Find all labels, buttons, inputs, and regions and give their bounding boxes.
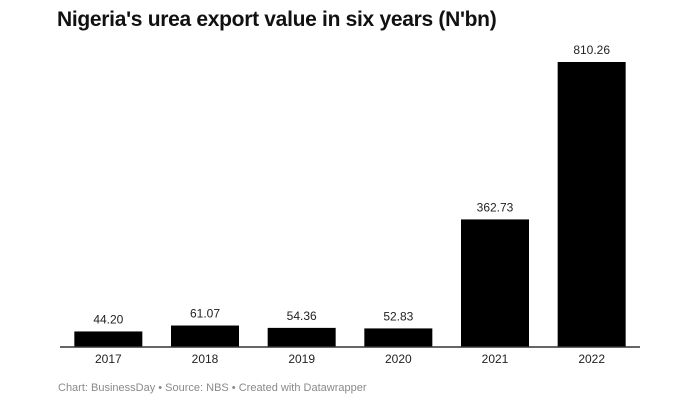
data-label: 61.07: [190, 307, 220, 321]
chart-title: Nigeria's urea export value in six years…: [57, 8, 497, 31]
x-tick-label: 2020: [385, 352, 412, 366]
x-tick-label: 2021: [482, 352, 509, 366]
data-label: 52.83: [383, 309, 413, 323]
x-tick-label: 2018: [192, 352, 219, 366]
bar-2019: [267, 327, 336, 347]
data-label: 362.73: [477, 200, 514, 214]
chart-footer: Chart: BusinessDay • Source: NBS • Creat…: [58, 382, 367, 394]
bar-2022: [557, 62, 626, 347]
bar-2021: [461, 219, 529, 347]
x-tick-label: 2019: [288, 352, 315, 366]
bar-2020: [364, 328, 433, 347]
data-label: 810.26: [573, 43, 610, 57]
bar-2018: [171, 325, 239, 347]
bar-2017: [74, 331, 143, 347]
x-tick-label: 2017: [95, 352, 122, 366]
data-label: 44.20: [93, 312, 123, 326]
x-tick-label: 2022: [578, 352, 605, 366]
data-label: 54.36: [287, 309, 317, 323]
